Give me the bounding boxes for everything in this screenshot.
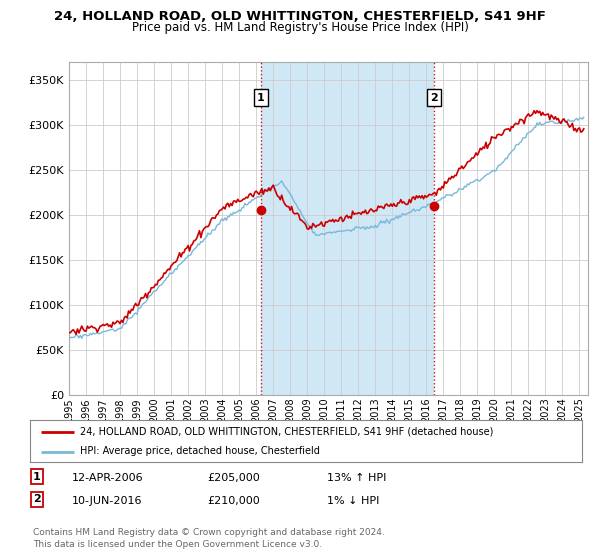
Text: 24, HOLLAND ROAD, OLD WHITTINGTON, CHESTERFIELD, S41 9HF: 24, HOLLAND ROAD, OLD WHITTINGTON, CHEST… (54, 10, 546, 23)
Text: 1: 1 (33, 472, 41, 482)
Text: 1% ↓ HPI: 1% ↓ HPI (327, 496, 379, 506)
Text: £210,000: £210,000 (207, 496, 260, 506)
Text: 13% ↑ HPI: 13% ↑ HPI (327, 473, 386, 483)
Text: 2: 2 (33, 494, 41, 505)
Text: £205,000: £205,000 (207, 473, 260, 483)
Bar (261, 62, 434, 395)
Text: 10-JUN-2016: 10-JUN-2016 (72, 496, 143, 506)
Text: 24, HOLLAND ROAD, OLD WHITTINGTON, CHESTERFIELD, S41 9HF (detached house): 24, HOLLAND ROAD, OLD WHITTINGTON, CHEST… (80, 427, 493, 437)
Text: Price paid vs. HM Land Registry's House Price Index (HPI): Price paid vs. HM Land Registry's House … (131, 21, 469, 34)
Text: Contains HM Land Registry data © Crown copyright and database right 2024.
This d: Contains HM Land Registry data © Crown c… (33, 528, 385, 549)
Text: 2: 2 (430, 92, 438, 102)
Text: HPI: Average price, detached house, Chesterfield: HPI: Average price, detached house, Ches… (80, 446, 320, 456)
Text: 1: 1 (257, 92, 265, 102)
Text: 12-APR-2006: 12-APR-2006 (72, 473, 143, 483)
